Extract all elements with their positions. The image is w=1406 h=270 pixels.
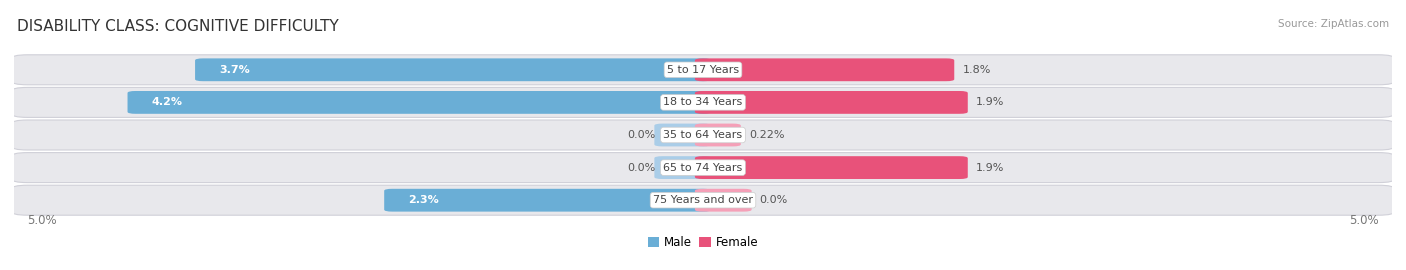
Legend: Male, Female: Male, Female (643, 231, 763, 254)
Text: 18 to 34 Years: 18 to 34 Years (664, 97, 742, 107)
Text: 0.0%: 0.0% (627, 163, 655, 173)
FancyBboxPatch shape (11, 87, 1395, 117)
Text: 75 Years and over: 75 Years and over (652, 195, 754, 205)
Text: 1.8%: 1.8% (962, 65, 991, 75)
FancyBboxPatch shape (654, 124, 711, 146)
Text: 5 to 17 Years: 5 to 17 Years (666, 65, 740, 75)
Text: DISABILITY CLASS: COGNITIVE DIFFICULTY: DISABILITY CLASS: COGNITIVE DIFFICULTY (17, 19, 339, 34)
FancyBboxPatch shape (654, 156, 711, 179)
FancyBboxPatch shape (695, 91, 967, 114)
FancyBboxPatch shape (695, 124, 741, 146)
FancyBboxPatch shape (195, 58, 711, 81)
Text: 5.0%: 5.0% (1348, 214, 1378, 227)
FancyBboxPatch shape (11, 185, 1395, 215)
Text: 35 to 64 Years: 35 to 64 Years (664, 130, 742, 140)
Text: 0.0%: 0.0% (759, 195, 787, 205)
FancyBboxPatch shape (11, 153, 1395, 183)
Text: 1.9%: 1.9% (976, 163, 1004, 173)
Text: 3.7%: 3.7% (219, 65, 250, 75)
FancyBboxPatch shape (695, 189, 752, 212)
Text: 2.3%: 2.3% (409, 195, 439, 205)
FancyBboxPatch shape (695, 156, 967, 179)
Text: 4.2%: 4.2% (152, 97, 183, 107)
FancyBboxPatch shape (128, 91, 711, 114)
Text: 5.0%: 5.0% (28, 214, 58, 227)
Text: 0.0%: 0.0% (627, 130, 655, 140)
FancyBboxPatch shape (11, 120, 1395, 150)
Text: 1.9%: 1.9% (976, 97, 1004, 107)
Text: Source: ZipAtlas.com: Source: ZipAtlas.com (1278, 19, 1389, 29)
Text: 0.22%: 0.22% (749, 130, 785, 140)
FancyBboxPatch shape (695, 58, 955, 81)
Text: 65 to 74 Years: 65 to 74 Years (664, 163, 742, 173)
FancyBboxPatch shape (384, 189, 711, 212)
FancyBboxPatch shape (11, 55, 1395, 85)
